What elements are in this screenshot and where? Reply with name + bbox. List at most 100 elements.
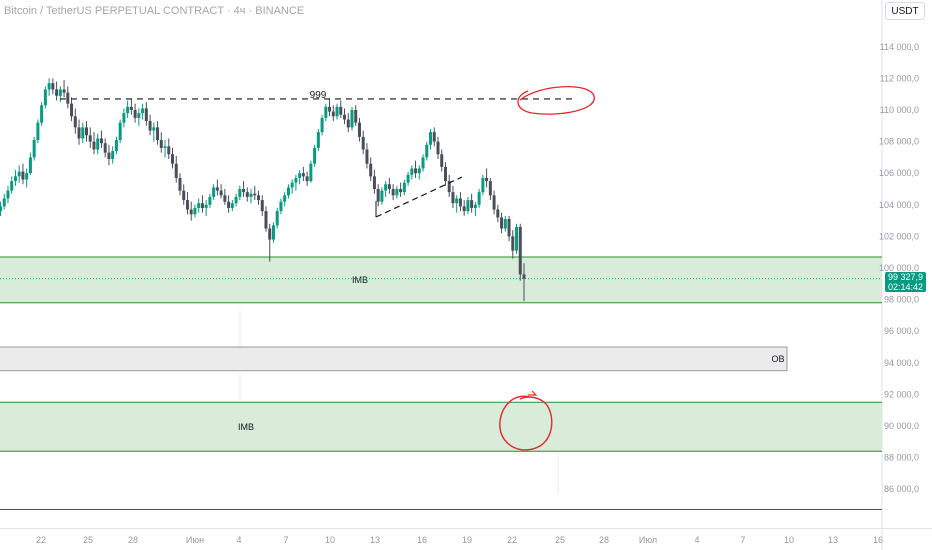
candle <box>189 201 193 221</box>
candle-body <box>13 176 17 182</box>
time-tick-label: 7 <box>740 535 745 545</box>
candles <box>0 78 526 302</box>
candle-body <box>197 203 201 208</box>
candle <box>503 215 507 232</box>
candle-body <box>395 189 399 196</box>
candle-body <box>354 110 358 123</box>
candle-body <box>488 181 492 196</box>
last-price-tag: 99 327,9 02:14:42 <box>885 272 926 292</box>
highlight-circle-marker <box>517 86 595 115</box>
candle-body <box>481 177 485 193</box>
candle <box>32 136 36 161</box>
chart-title: Bitcoin / TetherUS PERPETUAL CONTRACT · … <box>4 5 305 17</box>
candle-body <box>85 127 89 136</box>
candle <box>399 182 403 197</box>
time-tick-label: 16 <box>417 535 427 545</box>
candle <box>290 179 294 194</box>
candle <box>159 132 163 153</box>
candle-body <box>451 192 455 204</box>
candle-body <box>234 196 238 204</box>
candle <box>111 146 115 164</box>
candle-body <box>238 189 242 197</box>
arrow-icon <box>528 390 538 396</box>
candle-body <box>522 274 526 279</box>
candle-body <box>286 187 290 196</box>
candle <box>197 198 201 213</box>
candle-body <box>425 144 429 158</box>
candle-body <box>103 143 107 153</box>
candle-body <box>185 200 189 210</box>
time-tick-label: 10 <box>325 535 335 545</box>
price-axis[interactable]: 114 000,0 112 000,0 110 000,0 108 000,0 106 … <box>879 42 919 494</box>
candle <box>148 114 152 136</box>
candle-body <box>51 83 55 90</box>
candle <box>260 195 264 216</box>
candle-body <box>414 168 418 174</box>
candle <box>21 163 25 185</box>
candle-body <box>380 190 384 202</box>
candle <box>443 162 447 186</box>
candle <box>391 184 395 201</box>
candle <box>40 102 44 126</box>
candle-body <box>6 190 10 199</box>
candle <box>171 147 175 169</box>
candle <box>492 190 496 215</box>
candle-body <box>361 136 365 150</box>
candle-body <box>275 211 279 226</box>
candle <box>47 78 51 96</box>
candle <box>126 100 130 118</box>
candle-body <box>410 168 414 175</box>
candle-body <box>335 106 339 117</box>
candle <box>156 121 160 145</box>
candle <box>429 128 433 150</box>
candle <box>103 138 107 158</box>
candle <box>163 140 167 158</box>
candle-body <box>376 189 380 202</box>
candle-body <box>129 106 133 110</box>
candle <box>204 200 208 216</box>
candle <box>17 165 21 183</box>
candle <box>36 119 40 144</box>
time-axis[interactable]: 22 25 28 Июн 4 7 10 13 16 19 22 25 28 Июл 4 7 10 13 16 <box>36 535 883 545</box>
candle-body <box>369 163 373 177</box>
candle <box>376 184 380 207</box>
candle-body <box>167 146 171 155</box>
candle-body <box>309 163 313 182</box>
candle <box>515 223 519 254</box>
candle <box>414 160 418 178</box>
price-tick-label: 104 000,0 <box>879 200 919 210</box>
candle-body <box>245 192 249 197</box>
price-tick-label: 94 000,0 <box>884 358 919 368</box>
candle <box>99 130 103 148</box>
candle <box>257 190 261 205</box>
candle-body <box>496 209 500 218</box>
candle <box>66 86 70 109</box>
currency-button[interactable]: USDT <box>885 2 925 20</box>
candle-body <box>204 204 208 208</box>
candle <box>384 181 388 197</box>
candle-body <box>144 108 148 122</box>
candle-body <box>126 106 130 114</box>
candle <box>6 185 10 204</box>
candle-body <box>357 122 361 137</box>
candle-body <box>118 122 122 141</box>
candle-body <box>219 190 223 196</box>
price-tick-label: 102 000,0 <box>879 231 919 241</box>
candle <box>361 130 365 155</box>
candle-body <box>294 177 298 183</box>
candle <box>417 165 421 180</box>
time-tick-label: 25 <box>555 535 565 545</box>
candle-body <box>159 140 163 148</box>
candle-body <box>298 173 302 178</box>
candle-body <box>55 89 59 96</box>
candle-body <box>171 154 175 164</box>
candle-body <box>458 198 462 207</box>
candle <box>286 184 290 199</box>
zone-label: OB <box>771 354 784 364</box>
candle-body <box>208 196 212 205</box>
candle <box>193 204 197 218</box>
candle <box>0 201 2 216</box>
candle <box>473 201 477 216</box>
candle-body <box>77 127 81 139</box>
